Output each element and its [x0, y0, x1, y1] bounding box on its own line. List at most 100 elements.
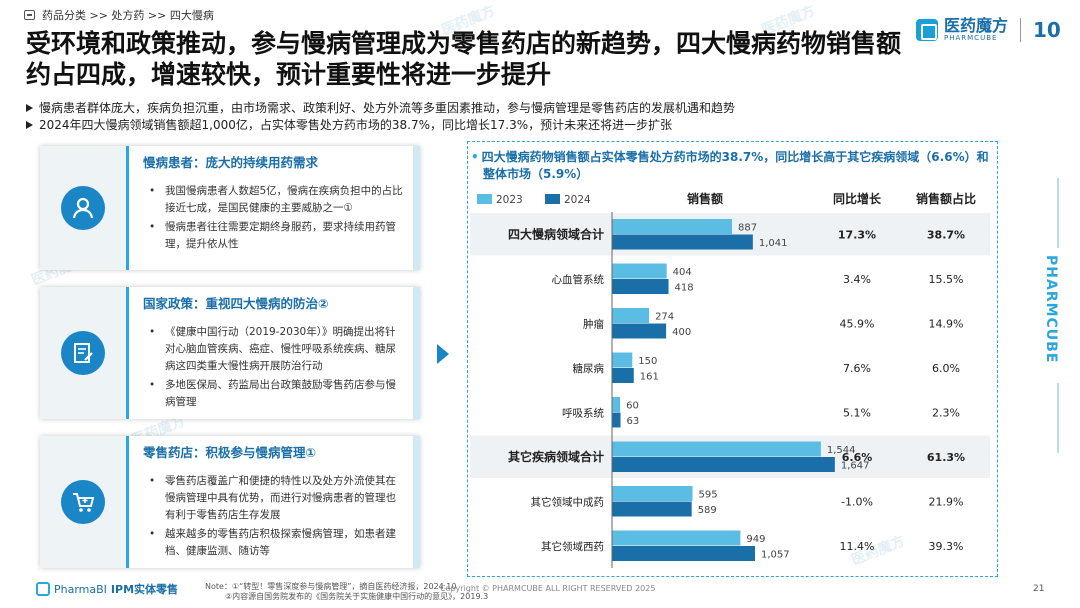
data-label-2024: 418: [675, 283, 694, 294]
legend-swatch-2024: [545, 194, 560, 204]
data-label-2023: 60: [626, 401, 639, 412]
data-label-2023: 887: [738, 223, 757, 234]
category-label: 心血管系统: [552, 273, 605, 286]
bar-2023: [612, 441, 821, 457]
data-label-2023: 274: [655, 312, 674, 323]
category-label: 呼吸系统: [562, 406, 604, 419]
data-label-2024: 161: [640, 372, 659, 383]
card-title: 零售药店：积极参与慢病管理①: [143, 445, 317, 460]
share-value: 6.0%: [932, 362, 960, 375]
bar-2023: [612, 352, 633, 368]
growth-value: -1.0%: [841, 495, 873, 508]
side-brand: PHARMCUBE: [1043, 255, 1059, 364]
share-value: 61.3%: [927, 451, 965, 464]
card-item: 慢病患者往往需要定期终身服药，要求持续用药管理，提升依从性: [143, 219, 405, 253]
data-label-2023: 150: [638, 356, 657, 367]
category-label: 其它领域西药: [541, 540, 604, 553]
growth-value: 3.4%: [843, 273, 871, 286]
policy-document-icon: [61, 331, 105, 375]
data-label-2024: 400: [672, 327, 691, 338]
card-item: 越来越多的零售药店积极探索慢病管理，如患者建档、健康监测、随访等: [143, 526, 405, 560]
patient-icon: [61, 186, 105, 230]
share-value: 39.3%: [929, 540, 964, 553]
data-label-2023: 1,544: [827, 445, 856, 456]
legend-label-2024: 2024: [564, 194, 591, 206]
data-label-2023: 404: [673, 267, 692, 278]
card-patients: 慢病患者：庞大的持续用药需求 我国慢病患者人数超5亿，慢病在疾病负担中的占比接近…: [40, 146, 420, 270]
legend-label-2023: 2023: [496, 194, 523, 206]
anniversary-badge: 10: [1033, 18, 1061, 42]
logo-cn: 医药魔方: [944, 16, 1009, 35]
growth-value: 11.4%: [840, 540, 875, 553]
col-header-growth: 同比增长: [833, 191, 882, 206]
bar-2024: [612, 457, 835, 472]
share-value: 21.9%: [929, 495, 964, 508]
category-label: 肿瘤: [583, 317, 604, 330]
footer-brand: PharmaBI IPM实体零售: [36, 581, 178, 597]
triangle-bullet-icon: [26, 104, 33, 112]
logo-divider: [1020, 18, 1022, 42]
page-number: 21: [1033, 584, 1045, 594]
data-label-2024: 1,057: [761, 550, 790, 561]
card-title: 国家政策：重视四大慢病的防治②: [143, 296, 329, 311]
triangle-bullet-icon: [26, 121, 33, 129]
card-pharmacy: 零售药店：积极参与慢病管理① 零售药店覆盖广和便捷的特性以及处方外流使其在慢病管…: [40, 436, 420, 568]
arrow-right-icon: [437, 344, 449, 364]
data-label-2023: 949: [746, 534, 765, 545]
logo-en: PHARMCUBE: [944, 34, 998, 42]
share-value: 38.7%: [927, 228, 965, 241]
col-header-share: 销售额占比: [916, 191, 976, 206]
col-header-sales: 销售额: [687, 191, 723, 206]
bar-2024: [612, 412, 621, 428]
bar-2023: [612, 308, 650, 323]
footnote: Note：①“转型！零售深度参与慢病管理”，摘自医药经济报，2024.10 ②内…: [205, 582, 489, 601]
bar-2024: [612, 279, 669, 294]
breadcrumb[interactable]: 药品分类 >> 处方药 >> 四大慢病: [24, 7, 214, 23]
category-label: 四大慢病领域合计: [508, 226, 604, 241]
bar-2024: [612, 323, 667, 339]
card-item: 《健康中国行动（2019-2030年）》明确提出将针对心脑血管疾病、癌症、慢性呼…: [143, 324, 405, 375]
legend-swatch-2023: [477, 194, 492, 204]
summary-bullet: 慢病患者群体庞大，疾病负担沉重，由市场需求、政策利好、处方外流等多重因素推动，参…: [26, 99, 735, 116]
page-title: 受环境和政策推动，参与慢病管理成为零售药店的新趋势，四大慢病药物销售额约占四成，…: [26, 29, 902, 89]
growth-value: 45.9%: [840, 317, 875, 330]
card-title: 慢病患者：庞大的持续用药需求: [143, 155, 319, 170]
cube-logo-icon: [916, 19, 938, 41]
category-label: 其它领域中成药: [531, 495, 605, 508]
pharmabi-logo-icon: [36, 582, 50, 596]
bar-2024: [612, 234, 753, 250]
bar-2023: [612, 263, 667, 279]
chart-title: • 四大慢病药物销售额占实体零售处方药市场的38.7%，同比增长高于其它疾病领域（…: [471, 150, 989, 181]
data-label-2024: 1,041: [759, 238, 788, 249]
growth-value: 17.3%: [838, 228, 876, 241]
card-policy: 国家政策：重视四大慢病的防治② 《健康中国行动（2019-2030年）》明确提出…: [40, 287, 420, 419]
data-label-2023: 595: [699, 490, 718, 501]
bar-2024: [612, 368, 634, 383]
bar-2024: [612, 501, 692, 517]
category-label: 糖尿病: [573, 362, 605, 375]
category-icon: [24, 10, 35, 20]
breadcrumb-text: 药品分类 >> 处方药 >> 四大慢病: [42, 9, 214, 22]
share-value: 15.5%: [929, 273, 964, 286]
bar-2023: [612, 530, 741, 546]
data-label-2024: 589: [698, 505, 717, 516]
growth-value: 6.6%: [842, 451, 873, 464]
chart-frame: [467, 141, 998, 577]
share-value: 2.3%: [932, 406, 960, 419]
pharmacy-cart-icon: [61, 480, 105, 524]
growth-value: 7.6%: [843, 362, 871, 375]
data-label-2024: 63: [627, 416, 640, 427]
data-label-2024: 1,647: [841, 461, 870, 472]
card-item: 我国慢病患者人数超5亿，慢病在疾病负担中的占比接近七成，是国民健康的主要威胁之一…: [143, 183, 405, 217]
category-label: 其它疾病领域合计: [508, 449, 604, 464]
card-item: 零售药店覆盖广和便捷的特性以及处方外流使其在慢病管理中具有优势，而进行对慢病患者…: [143, 473, 405, 524]
summary-bullet: 2024年四大慢病领域销售额超1,000亿，占实体零售处方药市场的38.7%，同…: [26, 116, 672, 133]
card-item: 多地医保局、药监局出台政策鼓励零售药店参与慢病管理: [143, 377, 405, 411]
bar-2024: [612, 546, 756, 561]
share-value: 14.9%: [929, 317, 964, 330]
bar-2023: [612, 219, 733, 234]
brand-logo: 医药魔方 PHARMCUBE 10: [916, 18, 1061, 42]
growth-value: 5.1%: [843, 406, 871, 419]
